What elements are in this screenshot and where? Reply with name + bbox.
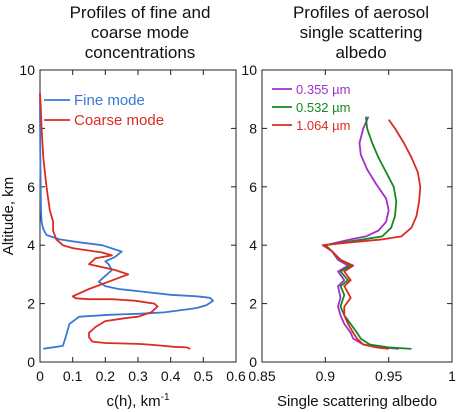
right-xtick-label: 0.85 xyxy=(248,368,275,384)
left-legend-label-2: Coarse mode xyxy=(74,112,164,129)
left-ytick-label: 4 xyxy=(27,237,35,253)
fine-coarse-concentration-chart: 0 0.1 0.2 0.3 0.4 0.5 0.6 0 2 4 6 8 10 c(h), km-1 Alti… xyxy=(0,62,246,410)
right-ytick-label: 0 xyxy=(249,354,257,370)
right-ytick-label: 10 xyxy=(241,62,257,78)
right-legend-label-3: 1.064 µm xyxy=(296,118,350,133)
right-legend-label-2: 0.532 µm xyxy=(296,100,350,115)
left-title-line-2: coarse mode xyxy=(90,23,190,42)
right-xtick-label: 0.95 xyxy=(375,368,402,384)
right-xtick-label: 1 xyxy=(448,368,456,384)
right-ytick-label: 2 xyxy=(249,296,257,312)
right-title-line-3: albedo xyxy=(335,43,387,62)
left-xtick-label: 0 xyxy=(36,368,44,384)
left-title-line-3: concentrations xyxy=(84,43,196,62)
right-chart-title: Profiles of aerosol single scattering al… xyxy=(248,3,474,63)
right-ytick-label: 6 xyxy=(249,179,257,195)
left-xtick-label: 0.5 xyxy=(194,368,214,384)
left-ytick-label: 0 xyxy=(27,354,35,370)
right-plot-frame xyxy=(261,69,453,363)
right-x-axis-label: Single scattering albedo xyxy=(277,393,437,410)
left-xtick-label: 0.2 xyxy=(96,368,116,384)
left-ytick-label: 6 xyxy=(27,179,35,195)
left-xtick-label: 0.6 xyxy=(226,368,246,384)
left-legend-label-1: Fine mode xyxy=(74,92,145,109)
right-legend-label-1: 0.355 µm xyxy=(296,82,350,97)
right-ytick-label: 4 xyxy=(249,237,257,253)
left-series-line-2 xyxy=(39,93,191,350)
left-ytick-label: 8 xyxy=(27,120,35,136)
right-xtick-label: 0.9 xyxy=(316,368,336,384)
left-chart-title: Profiles of fine and coarse mode concent… xyxy=(20,3,260,63)
left-xtick-label: 0.1 xyxy=(63,368,83,384)
right-title-line-1: Profiles of aerosol xyxy=(292,3,430,22)
left-x-axis-label-superscript: -1 xyxy=(161,392,170,403)
left-ytick-label: 2 xyxy=(27,296,35,312)
right-series-line-1 xyxy=(324,116,399,350)
right-title-line-2: single scattering xyxy=(299,23,423,42)
left-series-line-1 xyxy=(39,93,215,350)
right-series-line-3 xyxy=(321,119,422,350)
left-x-axis-label: c(h), km-1 xyxy=(106,392,170,410)
left-ytick-label: 10 xyxy=(19,62,35,78)
right-series-line-2 xyxy=(324,116,412,350)
left-y-axis-label: Altitude, km xyxy=(0,177,17,255)
right-ytick-label: 8 xyxy=(249,120,257,136)
left-xtick-label: 0.3 xyxy=(128,368,148,384)
left-title-line-1: Profiles of fine and xyxy=(69,3,211,22)
left-xtick-label: 0.4 xyxy=(161,368,181,384)
